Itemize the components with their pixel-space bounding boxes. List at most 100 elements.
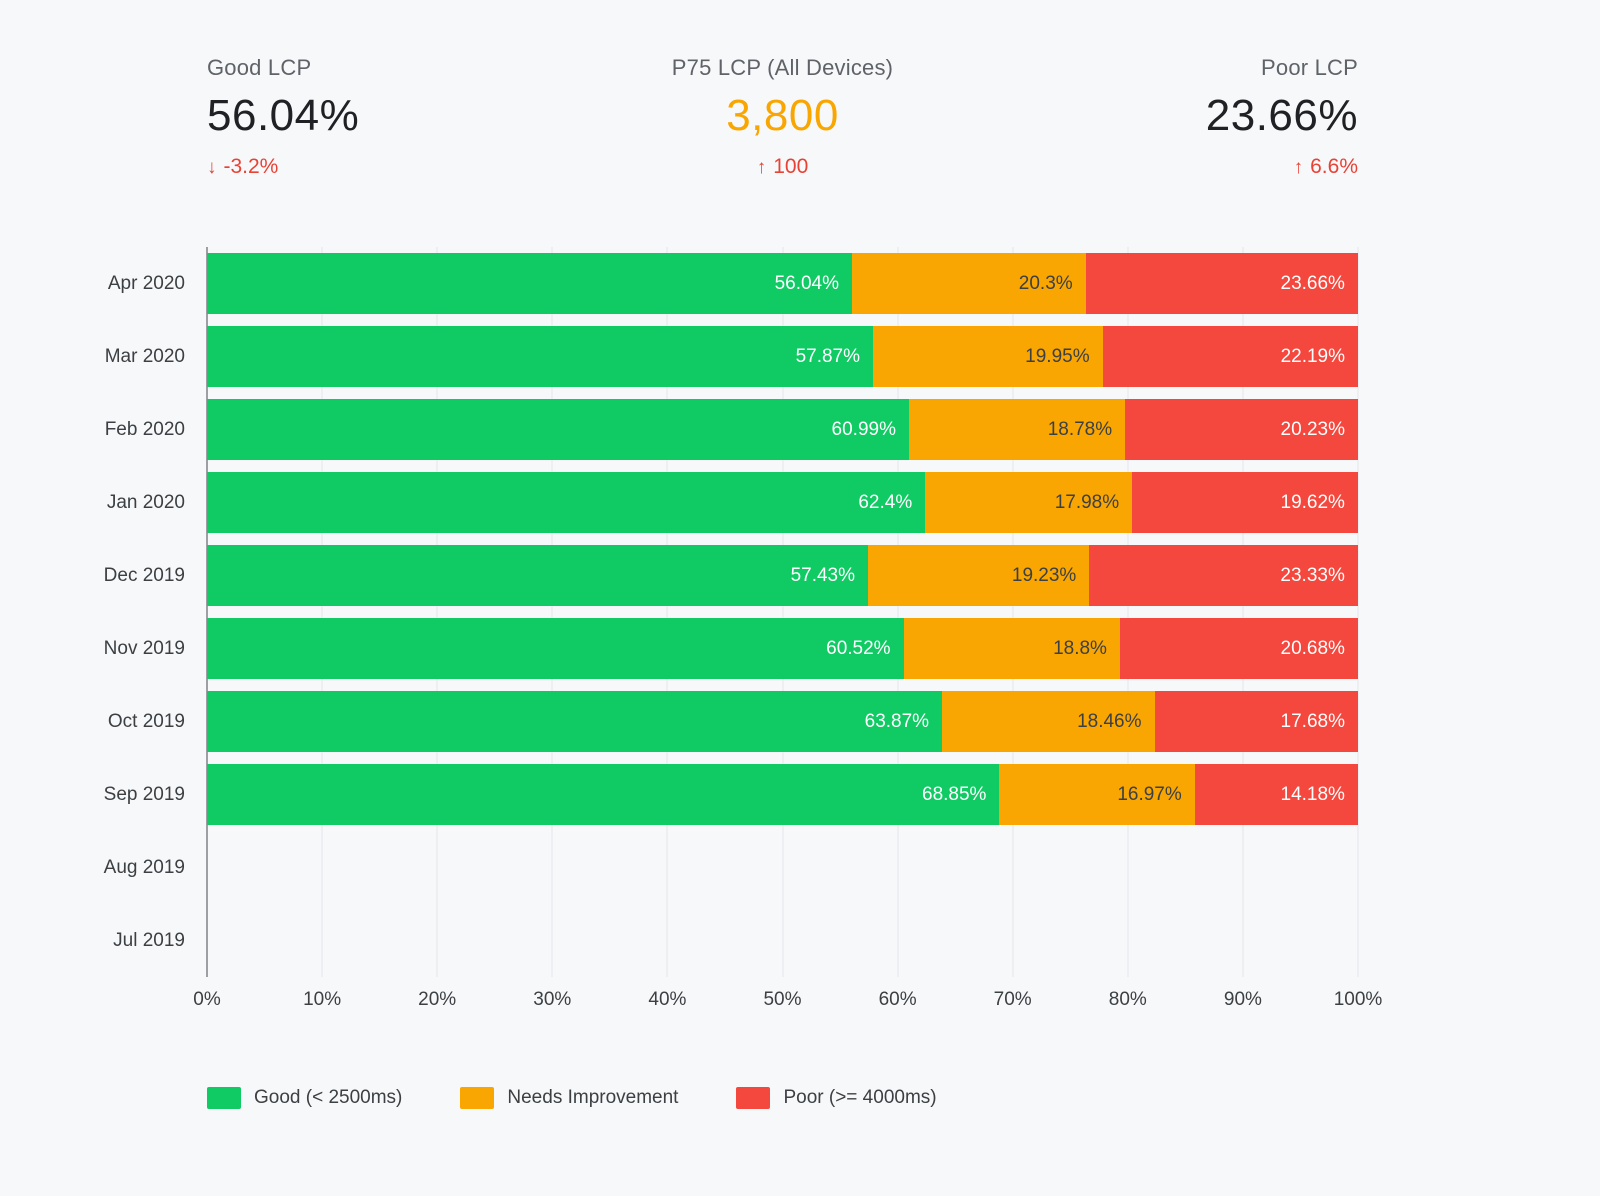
category-label: Apr 2020 [107, 272, 185, 294]
chart-row: Dec 2019 57.43% 19.23% 23.33% [0, 539, 1358, 612]
category-label: Aug 2019 [103, 856, 185, 878]
bar-segment-good[interactable]: 62.4% [207, 472, 926, 533]
bar-stack: 57.43% 19.23% 23.33% [207, 545, 1358, 606]
bar-value-label: 56.04% [774, 272, 840, 294]
bar-segment-poor[interactable]: 22.19% [1102, 326, 1359, 387]
grid-layer [206, 247, 1359, 977]
chart-row: Sep 2019 68.85% 16.97% 14.18% [0, 758, 1358, 831]
bar-segment-needs-improvement[interactable]: 17.98% [925, 472, 1133, 533]
kpi-value: 56.04% [207, 91, 360, 140]
gridline [436, 247, 438, 977]
x-tick-label: 80% [1108, 989, 1147, 1010]
bar-value-label: 17.68% [1280, 710, 1345, 732]
legend-label: Good (< 2500ms) [254, 1087, 403, 1108]
chart-row: Apr 2020 56.04% 20.3% 23.66% [0, 247, 1358, 320]
kpi-value: 23.66% [1205, 91, 1358, 140]
bar-segment-poor[interactable]: 23.33% [1089, 545, 1358, 606]
bar-value-label: 23.33% [1280, 564, 1345, 586]
bar-value-label: 20.68% [1280, 637, 1345, 659]
legend-swatch-needs-improvement [460, 1087, 495, 1109]
category-label: Sep 2019 [103, 783, 185, 805]
bar-stack: 60.52% 18.8% 20.68% [207, 618, 1358, 679]
bar-segment-good[interactable]: 56.04% [207, 253, 853, 314]
legend: Good (< 2500ms) Needs Improvement Poor (>=… [207, 1087, 1600, 1109]
legend-item-needs-improvement: Needs Improvement [460, 1087, 678, 1109]
bar-segment-needs-improvement[interactable]: 18.8% [903, 618, 1120, 679]
y-axis-line [206, 247, 208, 977]
bar-stack: 62.4% 17.98% 19.62% [207, 472, 1358, 533]
x-tick-label: 50% [763, 989, 802, 1010]
x-tick-label: 90% [1223, 989, 1262, 1010]
gridline [551, 247, 553, 977]
kpi-header: Good LCP 56.04% ↓ -3.2% P75 LCP (All Dev… [0, 0, 1600, 179]
category-label: Nov 2019 [103, 637, 185, 659]
gridline [321, 247, 323, 977]
arrow-up-icon: ↑ [756, 156, 767, 178]
bar-segment-poor[interactable]: 17.68% [1154, 691, 1358, 752]
bar-value-label: 57.87% [795, 345, 861, 367]
kpi-delta: ↓ -3.2% [207, 155, 359, 179]
gridline [666, 247, 668, 977]
bar-segment-needs-improvement[interactable]: 19.95% [873, 326, 1103, 387]
category-label: Feb 2020 [104, 418, 185, 440]
bar-stack: 57.87% 19.95% 22.19% [207, 326, 1359, 387]
bar-segment-needs-improvement[interactable]: 19.23% [868, 545, 1090, 606]
bar-value-label: 17.98% [1054, 491, 1120, 513]
bar-stack: 63.87% 18.46% 17.68% [207, 691, 1358, 752]
chart-row: Jan 2020 62.4% 17.98% 19.62% [0, 466, 1358, 539]
chart-row: Jul 2019 [0, 904, 1358, 977]
legend-label: Needs Improvement [507, 1087, 679, 1108]
x-tick-label: 100% [1333, 989, 1383, 1010]
kpi-delta-value: -3.2% [223, 155, 279, 178]
bar-segment-poor[interactable]: 20.68% [1119, 618, 1358, 679]
legend-swatch-good [207, 1087, 241, 1109]
bar-value-label: 16.97% [1117, 783, 1182, 805]
kpi-label: Poor LCP [1261, 55, 1358, 80]
bar-value-label: 19.62% [1280, 491, 1345, 513]
kpi-good-lcp: Good LCP 56.04% ↓ -3.2% [207, 55, 359, 179]
bar-segment-good[interactable]: 57.87% [207, 326, 874, 387]
arrow-up-icon: ↑ [1293, 156, 1304, 178]
bar-segment-needs-improvement[interactable]: 20.3% [852, 253, 1086, 314]
bar-value-label: 68.85% [922, 783, 987, 805]
category-label: Dec 2019 [103, 564, 185, 586]
bar-segment-good[interactable]: 57.43% [207, 545, 869, 606]
x-tick-label: 70% [993, 989, 1032, 1010]
category-label: Mar 2020 [104, 345, 185, 367]
bar-segment-good[interactable]: 60.52% [207, 618, 904, 679]
chart-row: Oct 2019 63.87% 18.46% 17.68% [0, 685, 1358, 758]
bar-value-label: 18.8% [1053, 637, 1107, 659]
gridline [1012, 247, 1014, 977]
x-tick-label: 30% [533, 989, 572, 1010]
bar-segment-needs-improvement[interactable]: 18.46% [942, 691, 1155, 752]
bar-stack: 68.85% 16.97% 14.18% [207, 764, 1358, 825]
bar-value-label: 19.23% [1011, 564, 1077, 586]
bar-segment-good[interactable]: 63.87% [207, 691, 943, 752]
gridline [897, 247, 899, 977]
chart-row: Nov 2019 60.52% 18.8% 20.68% [0, 612, 1358, 685]
bar-value-label: 22.19% [1280, 345, 1346, 367]
x-tick-label: 20% [418, 989, 457, 1010]
bar-segment-needs-improvement[interactable]: 18.78% [908, 399, 1126, 460]
bar-segment-poor[interactable]: 20.23% [1125, 399, 1358, 460]
bar-segment-poor[interactable]: 14.18% [1194, 764, 1358, 825]
bar-value-label: 18.78% [1047, 418, 1113, 440]
bar-segment-poor[interactable]: 19.62% [1132, 472, 1358, 533]
plot-area: Apr 2020 56.04% 20.3% 23.66% Mar 2020 57.87% 1… [0, 247, 1359, 977]
chart-rows: Apr 2020 56.04% 20.3% 23.66% Mar 2020 57.87% 1… [0, 247, 1359, 977]
kpi-delta: ↑ 6.6% [1294, 155, 1358, 179]
bar-segment-good[interactable]: 60.99% [207, 399, 909, 460]
bar-segment-good[interactable]: 68.85% [207, 764, 1000, 825]
bar-segment-poor[interactable]: 23.66% [1085, 253, 1358, 314]
kpi-label: P75 LCP (All Devices) [671, 55, 894, 80]
bar-stack [207, 910, 1358, 971]
kpi-value: 3,800 [726, 91, 839, 140]
bar-segment-needs-improvement[interactable]: 16.97% [999, 764, 1195, 825]
kpi-label: Good LCP [207, 55, 312, 80]
category-label: Jan 2020 [106, 491, 185, 513]
x-tick-label: 10% [303, 989, 342, 1010]
lcp-report-page: Good LCP 56.04% ↓ -3.2% P75 LCP (All Dev… [0, 0, 1600, 1109]
legend-item-poor: Poor (>= 4000ms) [736, 1087, 937, 1109]
kpi-poor-lcp: Poor LCP 23.66% ↑ 6.6% [1206, 55, 1358, 179]
x-tick-label: 40% [648, 989, 687, 1010]
